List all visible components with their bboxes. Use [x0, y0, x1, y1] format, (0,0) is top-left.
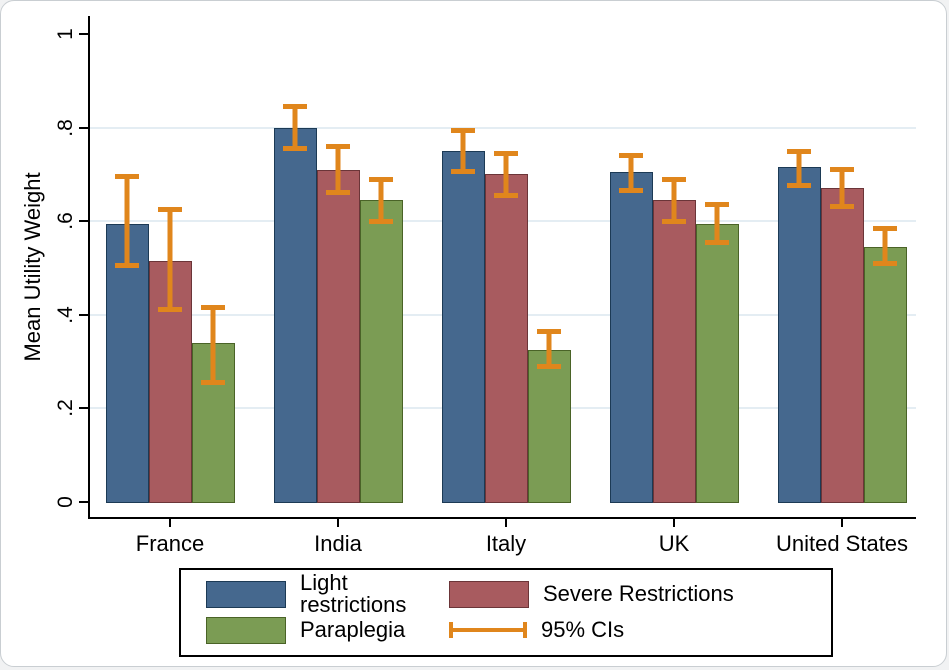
- bar-italy-paraplegia: [527, 349, 571, 503]
- x-tick: [673, 518, 675, 527]
- bar-italy-severe-restrictions: [484, 174, 528, 503]
- legend-swatch-paraplegia: [206, 616, 286, 644]
- legend-label-95-cis: 95% CIs: [541, 617, 625, 642]
- y-axis-line: [88, 16, 90, 518]
- legend-row: Light restrictions Severe Restrictions: [206, 572, 831, 616]
- x-category-label: Italy: [485, 531, 527, 556]
- bar-india-light-restrictions: [273, 127, 317, 503]
- y-axis-title: Mean Utility Weight: [20, 172, 45, 362]
- legend-item-light-restrictions: Light restrictions: [206, 572, 449, 616]
- x-tick: [505, 518, 507, 527]
- error-bar: [201, 305, 225, 385]
- y-tick-label: .4: [54, 306, 77, 324]
- x-category-label: United States: [775, 531, 909, 556]
- error-bar: [158, 207, 182, 313]
- y-tick-label: 0: [54, 496, 77, 508]
- x-tick: [169, 518, 171, 527]
- x-tick: [841, 518, 843, 527]
- x-category-label: France: [135, 531, 205, 556]
- bar-united-states-severe-restrictions: [820, 188, 864, 503]
- bar-india-severe-restrictions: [316, 169, 360, 503]
- legend: Light restrictions Severe Restrictions P…: [179, 568, 833, 657]
- y-tick: [79, 501, 89, 503]
- error-bar: [873, 225, 897, 266]
- ci-error-bar-icon: [449, 621, 527, 639]
- bar-uk-severe-restrictions: [652, 200, 696, 503]
- y-tick: [79, 407, 89, 410]
- x-axis-line: [88, 517, 916, 519]
- error-bar: [115, 174, 139, 268]
- y-tick: [79, 313, 89, 316]
- error-bar: [283, 104, 307, 151]
- legend-label-severe-restrictions: Severe Restrictions: [543, 581, 734, 606]
- legend-swatch-light-restrictions: [206, 580, 286, 608]
- bar-france-light-restrictions: [105, 223, 149, 503]
- error-bar: [494, 151, 518, 198]
- bar-united-states-paraplegia: [863, 246, 907, 503]
- bar-uk-paraplegia: [695, 223, 739, 503]
- error-bar: [369, 176, 393, 224]
- legend-item-paraplegia: Paraplegia: [206, 616, 449, 644]
- legend-row: Paraplegia 95% CIs: [206, 612, 831, 648]
- y-tick-label: 1: [54, 28, 77, 40]
- legend-swatch-severe-restrictions: [449, 580, 529, 608]
- y-tick: [79, 220, 89, 223]
- y-tick: [79, 33, 89, 35]
- bar-italy-light-restrictions: [441, 151, 485, 503]
- x-category-label: India: [314, 531, 362, 556]
- bar-uk-light-restrictions: [609, 172, 653, 503]
- error-bar: [830, 167, 854, 210]
- x-category-label: UK: [658, 531, 690, 556]
- legend-label-paraplegia: Paraplegia: [300, 617, 406, 642]
- error-bar: [619, 153, 643, 194]
- legend-item-95-cis: 95% CIs: [449, 619, 624, 641]
- bar-united-states-light-restrictions: [777, 167, 821, 503]
- error-bar: [326, 143, 350, 196]
- error-bar: [537, 328, 561, 369]
- y-tick: [79, 126, 89, 129]
- error-bar: [705, 202, 729, 245]
- bar-india-paraplegia: [359, 200, 403, 503]
- legend-label-light-restrictions: Light restrictions: [300, 570, 407, 617]
- error-bar: [662, 176, 686, 224]
- gridline: [90, 126, 916, 129]
- x-tick: [337, 518, 339, 527]
- y-tick-label: .6: [54, 212, 77, 230]
- legend-item-severe-restrictions: Severe Restrictions: [449, 580, 734, 608]
- error-bar: [451, 127, 475, 175]
- y-tick-label: .8: [54, 118, 77, 137]
- error-bar: [787, 148, 811, 189]
- y-tick-label: .2: [54, 399, 77, 418]
